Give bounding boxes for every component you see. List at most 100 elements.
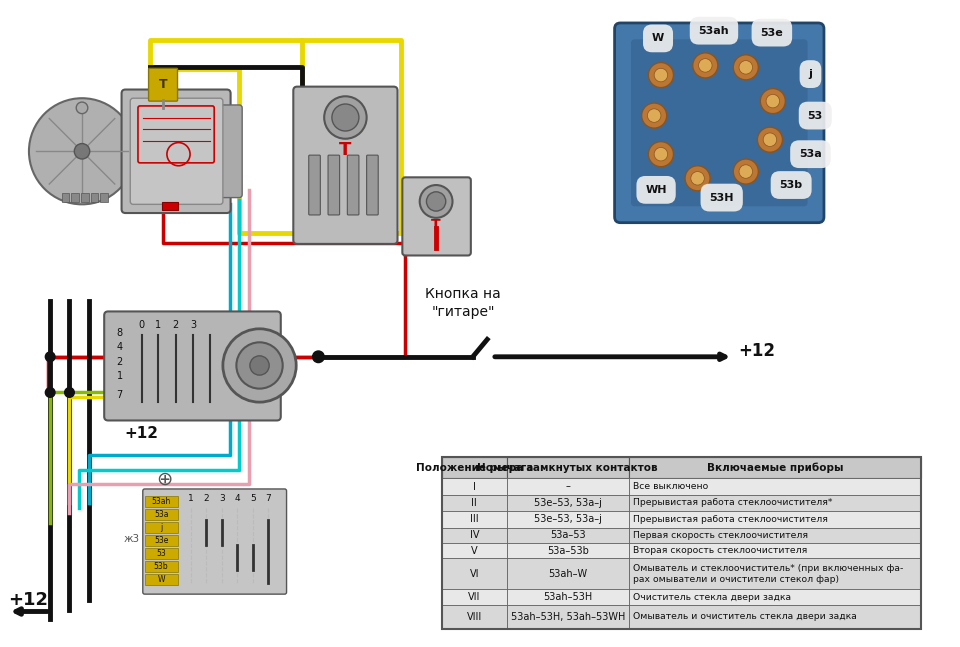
Text: 53: 53 — [807, 111, 823, 120]
Bar — [629, 495, 922, 511]
Text: Очиститель стекла двери задка: Очиститель стекла двери задка — [633, 593, 791, 602]
Text: VIII: VIII — [467, 612, 482, 622]
Text: +12: +12 — [738, 342, 775, 360]
Circle shape — [766, 94, 780, 108]
Text: 5: 5 — [250, 494, 255, 503]
Text: –: – — [565, 481, 570, 492]
Bar — [442, 457, 507, 478]
FancyBboxPatch shape — [309, 155, 321, 215]
Circle shape — [45, 388, 55, 397]
Text: 7: 7 — [116, 390, 123, 400]
Text: VII: VII — [468, 592, 480, 602]
Circle shape — [74, 144, 89, 159]
FancyBboxPatch shape — [614, 23, 824, 223]
Circle shape — [45, 352, 55, 362]
Bar — [145, 509, 179, 520]
Bar — [442, 457, 922, 629]
FancyBboxPatch shape — [294, 87, 397, 244]
FancyBboxPatch shape — [631, 39, 807, 206]
Circle shape — [641, 103, 666, 128]
Text: 53ah–53H: 53ah–53H — [543, 592, 592, 602]
FancyBboxPatch shape — [105, 311, 280, 421]
Text: 53а–53b: 53а–53b — [547, 545, 588, 556]
Circle shape — [733, 55, 758, 80]
Circle shape — [426, 192, 445, 211]
Text: Прерывистая работа стеклоочистителя*: Прерывистая работа стеклоочистителя* — [633, 498, 832, 507]
Bar — [101, 193, 108, 203]
Circle shape — [757, 127, 782, 152]
Text: 53е–53, 53а–j: 53е–53, 53а–j — [534, 514, 602, 524]
Circle shape — [693, 53, 718, 78]
Text: j: j — [808, 69, 812, 79]
Bar — [629, 589, 922, 605]
Text: V: V — [471, 545, 477, 556]
Bar — [629, 457, 922, 478]
Circle shape — [685, 166, 710, 191]
Circle shape — [699, 59, 712, 72]
Text: Прерывистая работа стеклоочистителя: Прерывистая работа стеклоочистителя — [633, 515, 828, 524]
Circle shape — [313, 351, 324, 362]
Bar — [629, 543, 922, 558]
Circle shape — [76, 102, 87, 114]
Text: Положение рычага: Положение рычага — [416, 463, 533, 473]
Bar — [507, 495, 629, 511]
Text: +12: +12 — [125, 426, 158, 441]
Bar — [61, 193, 69, 203]
Circle shape — [648, 142, 674, 167]
Circle shape — [647, 109, 660, 122]
Text: 2: 2 — [204, 494, 209, 503]
FancyBboxPatch shape — [122, 89, 230, 213]
Bar — [145, 496, 179, 507]
Text: 53ah–W: 53ah–W — [548, 569, 588, 579]
Bar — [507, 527, 629, 543]
Bar — [71, 193, 79, 203]
Text: 53a: 53a — [154, 510, 168, 519]
Text: 2: 2 — [173, 320, 179, 330]
FancyBboxPatch shape — [348, 155, 359, 215]
Text: ⊕: ⊕ — [156, 470, 172, 489]
FancyBboxPatch shape — [143, 489, 286, 594]
Bar — [507, 457, 629, 478]
Bar — [507, 558, 629, 589]
Bar — [442, 495, 507, 511]
Text: Омыватель и стеклоочиститель* (при включенных фа-
рах омыватели и очистители сте: Омыватель и стеклоочиститель* (при включ… — [633, 564, 903, 584]
Circle shape — [654, 69, 667, 82]
Circle shape — [236, 342, 282, 389]
Text: 4: 4 — [234, 494, 240, 503]
Text: II: II — [471, 498, 477, 508]
Text: 53a: 53a — [799, 149, 822, 159]
Text: 53ah–53H, 53ah–53WH: 53ah–53H, 53ah–53WH — [511, 612, 625, 622]
Text: Номера замкнутых контактов: Номера замкнутых контактов — [477, 463, 658, 473]
Bar — [442, 543, 507, 558]
Text: 53b: 53b — [154, 562, 168, 571]
Circle shape — [29, 98, 135, 204]
Bar — [629, 605, 922, 629]
FancyBboxPatch shape — [149, 69, 178, 101]
Text: T: T — [339, 141, 351, 159]
Text: 53е–53, 53а–j: 53е–53, 53а–j — [534, 498, 602, 508]
Text: I: I — [473, 481, 476, 492]
Bar — [507, 511, 629, 527]
Bar — [442, 527, 507, 543]
Text: 4: 4 — [116, 342, 123, 352]
Text: T: T — [158, 78, 167, 91]
Bar — [145, 561, 179, 573]
Text: III: III — [470, 514, 479, 524]
Circle shape — [332, 104, 359, 131]
Bar — [442, 478, 507, 495]
FancyBboxPatch shape — [328, 155, 340, 215]
Text: IV: IV — [469, 531, 479, 540]
Text: 53ah: 53ah — [152, 497, 171, 506]
Text: j: j — [160, 523, 162, 532]
Bar — [507, 478, 629, 495]
Bar — [145, 574, 179, 586]
Circle shape — [324, 96, 367, 138]
Circle shape — [739, 165, 753, 179]
Circle shape — [223, 329, 297, 402]
Circle shape — [654, 148, 667, 161]
Text: 53e: 53e — [154, 536, 168, 545]
FancyBboxPatch shape — [131, 98, 223, 204]
Bar — [145, 548, 179, 560]
Text: 53а–53: 53а–53 — [550, 531, 586, 540]
Bar — [442, 605, 507, 629]
